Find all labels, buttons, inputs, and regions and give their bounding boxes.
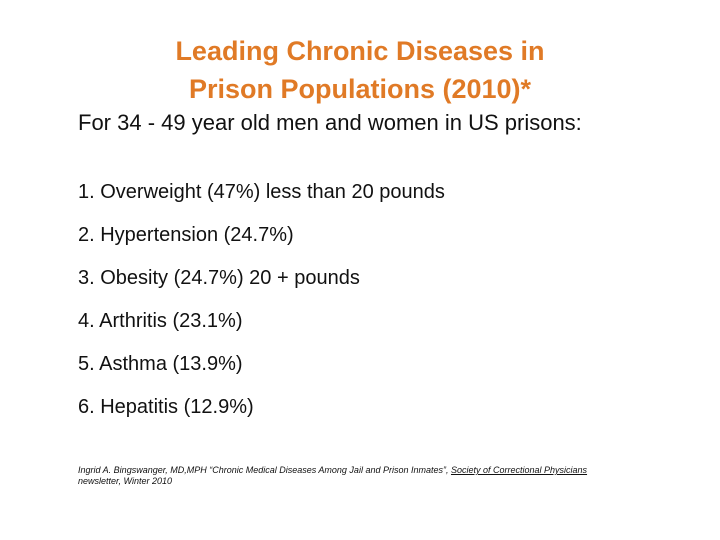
slide-title-line-2: Prison Populations (2010)* (188, 74, 532, 104)
slide-title-line-1: Leading Chronic Diseases in (175, 36, 545, 66)
list-item-obesity: 3. Obesity (24.7%) 20 + pounds (78, 267, 360, 289)
citation: Ingrid A. Bingswanger, MD,MPH “Chronic M… (78, 465, 618, 487)
slide-subtitle: For 34 - 49 year old men and women in US… (78, 110, 582, 135)
citation-source: Society of Correctional Physicians (450, 465, 588, 475)
citation-suffix: newsletter, Winter 2010 (78, 476, 172, 486)
slide-title: Leading Chronic Diseases in Prison Popul… (100, 32, 620, 108)
citation-prefix: Ingrid A. Bingswanger, MD,MPH “Chronic M… (78, 465, 451, 475)
list-item-overweight: 1. Overweight (47%) less than 20 pounds (78, 181, 445, 203)
list-item-asthma: 5. Asthma (13.9%) (78, 353, 243, 375)
list-item-arthritis: 4. Arthritis (23.1%) (78, 310, 243, 332)
list-item-hypertension: 2. Hypertension (24.7%) (78, 224, 294, 246)
list-item-hepatitis: 6. Hepatitis (12.9%) (78, 396, 254, 418)
disease-list: 1. Overweight (47%) less than 20 pounds … (78, 180, 445, 438)
